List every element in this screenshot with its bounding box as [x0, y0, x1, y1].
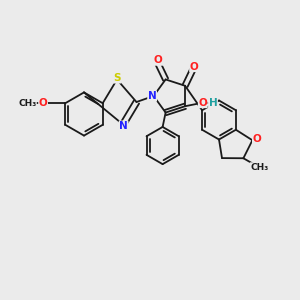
- Text: CH₃: CH₃: [250, 163, 268, 172]
- Text: O: O: [154, 55, 163, 65]
- Text: N: N: [148, 91, 157, 101]
- Text: O: O: [39, 98, 47, 108]
- Text: CH₃: CH₃: [18, 99, 36, 108]
- Text: N: N: [119, 121, 128, 131]
- Text: O: O: [198, 98, 207, 108]
- Text: S: S: [113, 73, 121, 83]
- Text: O: O: [190, 61, 199, 72]
- Text: O: O: [253, 134, 261, 144]
- Text: H: H: [208, 98, 217, 108]
